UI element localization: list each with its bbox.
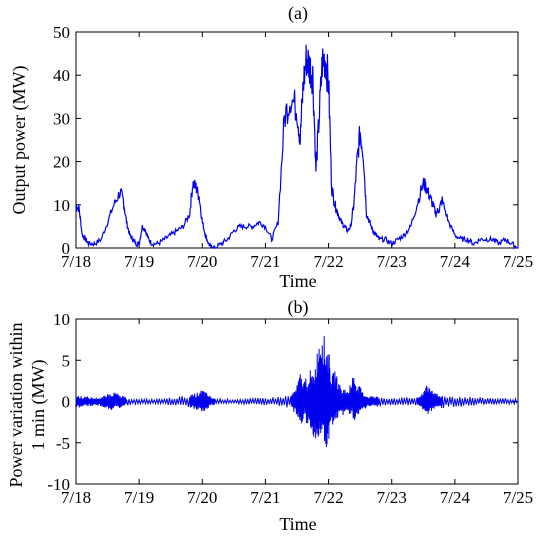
chart-b-y-tick-label: -5	[56, 434, 70, 453]
chart-a-x-tick-label: 7/23	[377, 252, 407, 271]
chart-b-x-tick-label: 7/22	[313, 488, 343, 507]
chart-a-xlabel: Time	[279, 271, 316, 291]
chart-b-ylabel-line1: Power variation within	[6, 323, 26, 488]
chart-b-x-tick-label: 7/25	[503, 488, 533, 507]
chart-b-title: (b)	[288, 297, 309, 318]
chart-a-y-tick-label: 50	[53, 23, 70, 42]
chart-a-ylabel: Output power (MW)	[9, 66, 30, 215]
chart-a: (a) Output power (MW) Time 7/18 7/19 7/20 7…	[9, 3, 533, 291]
chart-b-y-tick-label: 0	[62, 393, 71, 412]
chart-a-y-tick-label: 20	[53, 153, 70, 172]
chart-b-series-line	[75, 336, 518, 448]
chart-a-x-tick-label: 7/25	[503, 252, 533, 271]
chart-a-y-tick-label: 30	[53, 109, 70, 128]
chart-a-y-tick-label: 40	[53, 66, 70, 85]
chart-b-x-tick-label: 7/18	[61, 488, 91, 507]
chart-a-x-tick-label: 7/24	[440, 252, 471, 271]
chart-a-y-tick-label: 0	[62, 239, 71, 258]
chart-a-y-tick-label: 10	[53, 196, 70, 215]
chart-b-y-tick-label: 5	[62, 351, 71, 370]
chart-a-x-tick-label: 7/22	[313, 252, 343, 271]
chart-b-x-tick-label: 7/21	[250, 488, 280, 507]
chart-a-x-tick-label: 7/18	[61, 252, 91, 271]
chart-b-x-tick-label: 7/20	[187, 488, 217, 507]
chart-a-x-tick-label: 7/20	[187, 252, 217, 271]
chart-a-title: (a)	[288, 3, 308, 24]
chart-b-x-tick-label: 7/19	[124, 488, 154, 507]
chart-a-series-line	[75, 44, 518, 251]
chart-b-y-tick-label: -10	[47, 475, 70, 494]
chart-a-x-tick-label: 7/21	[250, 252, 280, 271]
chart-b-x-tick-label: 7/24	[440, 488, 471, 507]
chart-b-xlabel: Time	[279, 514, 316, 534]
chart-b-ylabel-line2: 1 min (MW)	[28, 360, 49, 451]
chart-b: (b) Power variation within 1 min (MW) Ti…	[6, 297, 533, 534]
chart-b-y-tick-label: 10	[53, 310, 70, 329]
chart-a-x-tick-label: 7/19	[124, 252, 154, 271]
chart-b-x-tick-label: 7/23	[377, 488, 407, 507]
chart-a-plot-frame	[75, 31, 519, 249]
